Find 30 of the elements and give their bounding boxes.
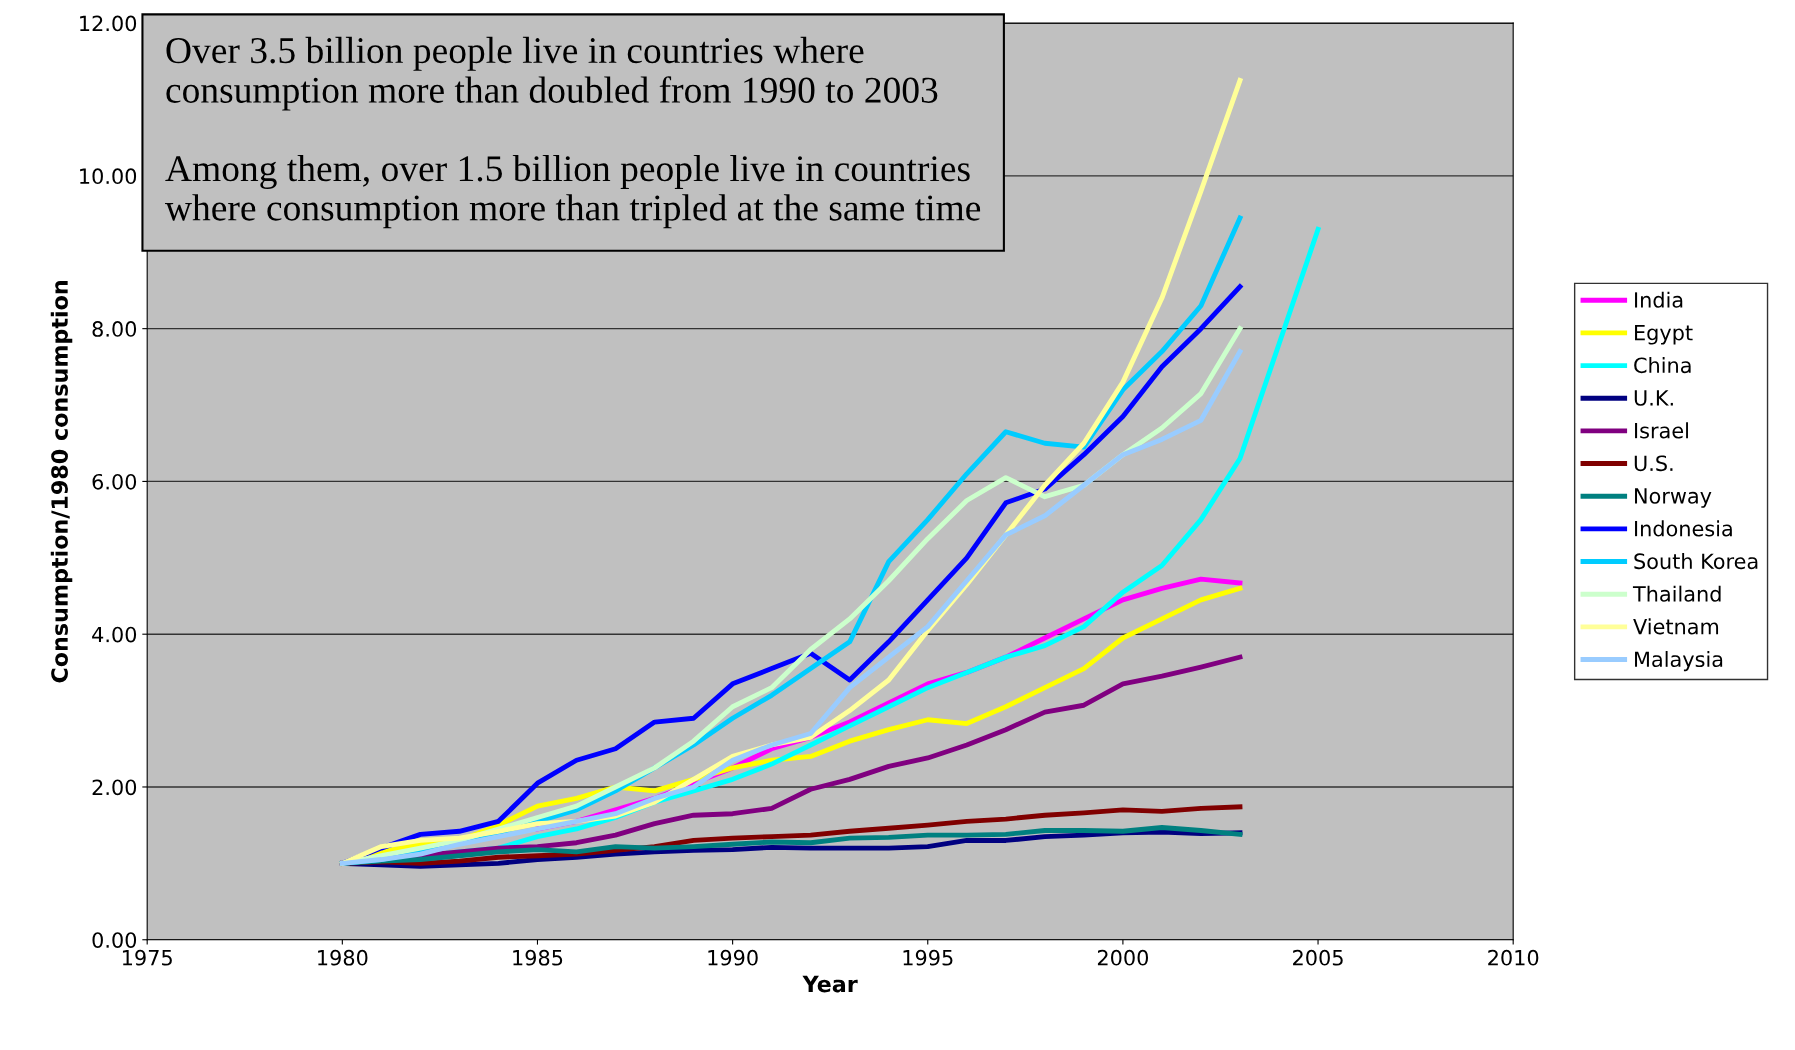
y-tick-label: 6.00 — [92, 473, 137, 490]
legend-label: Indonesia — [1635, 520, 1732, 537]
legend-label: U.K. — [1634, 390, 1673, 406]
x-tick-label: 2010 — [1488, 949, 1539, 966]
x-tick-label: 2000 — [1097, 949, 1149, 966]
x-tick-label: 2005 — [1293, 949, 1343, 966]
x-tick-label: 1975 — [122, 949, 172, 966]
x-axis-title: Year — [802, 975, 858, 993]
legend-label: Israel — [1635, 422, 1688, 439]
legend-label: Norway — [1635, 488, 1712, 508]
legend-label: Thailand — [1632, 585, 1721, 602]
y-tick-label: 4.00 — [92, 626, 137, 643]
legend-label: Malaysia — [1635, 650, 1723, 672]
y-tick-label: 2.00 — [92, 779, 137, 796]
x-tick-label: 1980 — [318, 949, 368, 966]
legend-label: Vietnam — [1633, 618, 1719, 635]
legend-label: South Korea — [1634, 553, 1758, 570]
y-tick-label: 0.00 — [92, 932, 137, 948]
y-tick-label: 12.00 — [80, 15, 137, 32]
x-tick-label: 1990 — [708, 949, 758, 966]
y-axis-title: Consumption/1980 consumption — [50, 281, 73, 683]
legend-label: India — [1635, 291, 1683, 308]
legend-label: Egypt — [1635, 325, 1693, 345]
y-tick-label: 10.00 — [80, 168, 137, 185]
y-tick-label: 8.00 — [92, 321, 137, 337]
annotation: Over 3.5 billion people live in countries where consumption more than doubled from 1990 to 2003 Among them, over 1.5 billion people live in countries where consumption more than tripled at the same time — [164, 36, 981, 229]
legend-label: U.S. — [1634, 455, 1673, 472]
legend-label: China — [1634, 357, 1691, 374]
x-tick-label: 1985 — [513, 949, 563, 966]
x-tick-label: 1995 — [903, 949, 953, 966]
